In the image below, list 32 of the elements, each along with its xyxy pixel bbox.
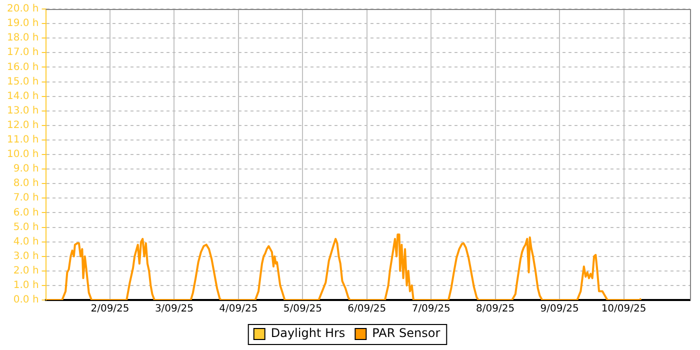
y-tick-label: 11.0 h	[6, 134, 39, 146]
x-tick-label: 6/09/25	[348, 304, 386, 315]
y-tick-label: 15.0 h	[6, 76, 39, 88]
legend-label: PAR Sensor	[372, 326, 440, 340]
legend-label: Daylight Hrs	[270, 326, 346, 340]
y-tick-label: 3.0 h	[13, 250, 39, 262]
y-tick-label: 16.0 h	[6, 62, 39, 73]
y-tick-label: 20.0 h	[6, 4, 39, 15]
y-tick-label: 19.0 h	[6, 18, 39, 30]
y-tick-label: 5.0 h	[13, 222, 39, 233]
y-tick-label: 12.0 h	[6, 120, 39, 131]
x-tick-label: 2/09/25	[90, 304, 130, 315]
x-tick-label: 10/09/25	[601, 304, 646, 315]
y-tick-label: 0.0 h	[13, 294, 39, 306]
x-tick-label: 4/09/25	[219, 304, 258, 315]
y-tick-label: 2.0 h	[13, 265, 39, 276]
y-tick-label: 6.0 h	[13, 207, 39, 218]
y-tick-label: 7.0 h	[13, 192, 39, 204]
x-tick-label: 8/09/25	[476, 304, 515, 315]
x-tick-label: 7/09/25	[412, 304, 450, 315]
x-tick-label: 9/09/25	[540, 304, 579, 315]
y-tick-label: 10.0 h	[6, 149, 39, 160]
y-tick-label: 8.0 h	[13, 178, 39, 190]
y-tick-label: 17.0 h	[6, 47, 39, 58]
y-tick-label: 9.0 h	[13, 164, 39, 175]
y-tick-label: 13.0 h	[6, 105, 39, 116]
x-tick-label: 5/09/25	[283, 304, 322, 315]
y-tick-label: 4.0 h	[13, 236, 39, 248]
y-tick-label: 1.0 h	[13, 280, 39, 292]
x-tick-label: 3/09/25	[154, 304, 194, 315]
y-tick-label: 18.0 h	[6, 32, 39, 44]
y-tick-label: 14.0 h	[6, 90, 39, 102]
